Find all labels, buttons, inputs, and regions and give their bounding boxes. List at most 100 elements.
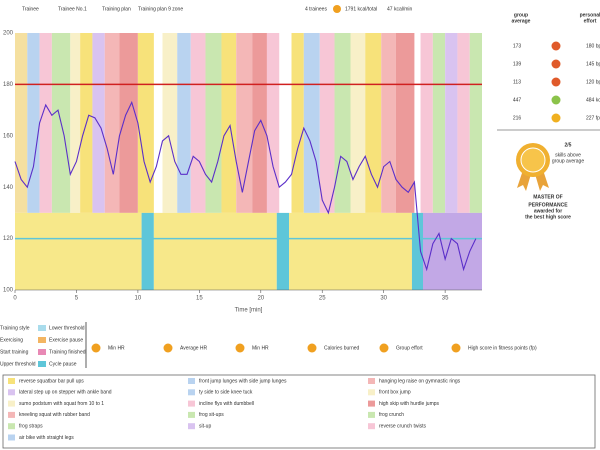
icon-label: Calories burned [324,345,360,351]
style-segment [423,212,482,290]
legend-label: Upper threshold [0,361,36,367]
legend-swatch [38,325,46,331]
exercise-swatch [368,411,375,418]
icon [451,343,461,353]
trainee: Trainee No.1 [58,6,87,12]
x-tick-label: 25 [319,296,326,302]
style-segment [153,212,277,290]
exercise-swatch [188,389,195,396]
style-segment [289,212,412,290]
exercise-segment [162,33,178,213]
exercise-segment [365,33,382,213]
legend-label: Lower threshold [49,325,85,331]
exercise-segment [420,33,433,213]
exercise-segment [319,33,335,213]
exercise-label: air bike with straight legs [19,435,74,441]
exercise-segment [266,33,280,213]
exercise-label: frog sit-ups [199,412,224,418]
plan: Training plan 9 zone [138,6,183,12]
heart-rate-line [14,100,477,272]
exercise-label: frog crunch [379,412,404,418]
exercise-segment [70,33,81,213]
legend-swatch [38,361,46,367]
exercise-swatch [8,434,15,441]
badge-award: the best high score [525,214,571,220]
badge-award: awarded for [534,208,562,214]
icon-label: Min HR [108,345,125,351]
exercise-swatch [8,400,15,407]
legend-swatch [38,337,46,343]
x-tick-label: 0 [13,296,17,302]
personal-effort: 145 bpm [586,61,600,67]
legend-label: Training style [0,325,30,331]
y-tick-label: 180 [3,82,14,88]
icon-label: Min HR [252,345,269,351]
legend-label: Start training [0,349,29,355]
kcal-total: 1791 kcal/total [345,6,377,12]
stat-icon [551,95,561,105]
x-tick-label: 20 [257,296,264,302]
exercise-swatch [368,378,375,384]
exercise-swatch [368,389,375,396]
x-tick-label: 30 [380,296,387,302]
badge-text: group average [552,158,584,164]
exercise-segment [236,33,253,213]
exercise-swatch [188,400,195,407]
trainee-label: Trainee [22,6,39,12]
style-segment [141,212,154,290]
icon-label: Group effort [396,345,423,351]
exercise-label: front jump lunges with side jump lunges [199,378,287,384]
badge-title: MASTER OF [533,194,562,200]
exercise-swatch [188,378,195,384]
y-tick-label: 200 [3,31,14,37]
group-average: 139 [513,61,522,67]
personal-effort: 227 fp [586,115,600,121]
badge-title: PERFORMANCE [528,202,568,208]
legend-swatch [38,349,46,355]
exercise-segment [432,33,446,213]
exercise-label: lateral step up on stepper with ankle ba… [19,390,112,396]
personal-effort: 120 bpm [586,79,600,85]
exercise-segment [177,33,191,213]
exercise-label: sumo podsturn with squat from 10 to 1 [19,401,104,407]
exercise-segment [395,33,415,213]
exercise-swatch [8,378,15,384]
exercise-segment [104,33,120,213]
exercise-label: reverse crunch twists [379,424,426,430]
style-segment [15,212,142,290]
exercise-segment [469,33,482,213]
group-average: 173 [513,43,522,49]
exercise-label: front box jump [379,390,411,396]
icon [379,343,389,353]
exercise-swatch [8,389,15,396]
stat-icon [551,41,561,51]
stats-header: group [514,12,528,18]
y-tick-label: 100 [3,288,14,294]
exercise-segment [15,33,28,213]
y-tick-label: 140 [3,185,14,191]
exercise-label: ty side to side knee tuck [199,390,253,396]
style-segment [411,212,424,290]
stats-header: effort [584,18,597,24]
exercise-segment [445,33,458,213]
personal-effort: 484 kcal [586,97,600,103]
icon [163,343,173,353]
exercise-segment [190,33,206,213]
badge-score: 2/5 [565,142,572,148]
legend-label: Training finished [49,349,86,355]
group-average: 113 [513,79,521,85]
exercise-swatch [8,411,15,418]
exercise-label: hanging leg raise on gymnastic rings [379,378,461,384]
exercise-box [2,374,596,449]
trainees: 4 trainees [305,6,327,12]
icon [235,343,245,353]
icon [307,343,317,353]
exercise-segment [291,33,304,213]
stat-icon [551,113,561,123]
exercise-segment [381,33,396,213]
x-tick-label: 35 [442,296,449,302]
exercise-segment [350,33,366,213]
exercise-label: incline flys with dumbbell [199,401,254,407]
exercise-segment [334,33,351,213]
